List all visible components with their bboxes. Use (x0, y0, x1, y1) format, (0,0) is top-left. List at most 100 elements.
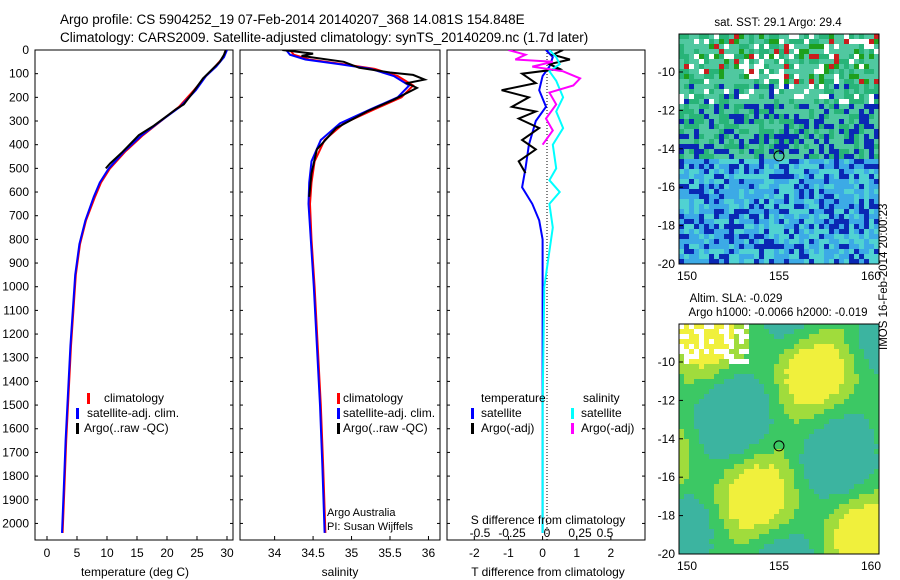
map-cell (799, 189, 805, 195)
map-cell (854, 129, 860, 135)
map-cell (684, 164, 690, 170)
map-cell (754, 169, 760, 175)
map-cell (684, 139, 690, 145)
map-cell (839, 79, 845, 85)
map-cell (794, 259, 800, 265)
map-cell (754, 149, 760, 155)
map-cell (844, 94, 850, 100)
map-cell (739, 514, 745, 520)
map-cell (804, 49, 810, 55)
map-cell (804, 179, 810, 185)
map-cell (829, 254, 835, 260)
map-cell (854, 434, 860, 440)
map-cell (854, 139, 860, 145)
map-cell (819, 434, 825, 440)
map-cell (699, 434, 705, 440)
map-cell (704, 324, 710, 330)
legend-label: climatology (343, 391, 403, 405)
map-cell (709, 69, 715, 75)
map-cell (699, 214, 705, 220)
map-cell (704, 419, 710, 425)
map-cell (714, 499, 720, 505)
map-cell (839, 344, 845, 350)
map-cell (699, 524, 705, 530)
map-cell (709, 404, 715, 410)
map-cell (704, 59, 710, 65)
map-cell (714, 479, 720, 485)
map-cell (769, 384, 775, 390)
map-cell (694, 364, 700, 370)
map-cell (679, 474, 685, 480)
map-cell (719, 374, 725, 380)
map-cell (859, 369, 865, 375)
map-cell (864, 534, 870, 540)
map-cell (819, 49, 825, 55)
map-cell (724, 214, 730, 220)
map-cell (734, 254, 740, 260)
map-cell (864, 144, 870, 150)
map-cell (744, 354, 750, 360)
map-cell (724, 484, 730, 490)
map-cell (694, 114, 700, 120)
map-cell (844, 489, 850, 495)
map-cell (689, 59, 695, 65)
map-cell (774, 129, 780, 135)
map-cell (844, 324, 850, 330)
map-cell (684, 504, 690, 510)
map-cell (854, 149, 860, 155)
map-cell (824, 119, 830, 125)
map-cell (764, 469, 770, 475)
map-cell (789, 124, 795, 130)
map-cell (824, 259, 830, 265)
map-cell (759, 149, 765, 155)
map-cell (784, 54, 790, 60)
map-cell (759, 129, 765, 135)
map-cell (704, 224, 710, 230)
map-cell (764, 234, 770, 240)
map-cell (714, 354, 720, 360)
map-cell (824, 179, 830, 185)
map-cell (829, 104, 835, 110)
map-cell (689, 244, 695, 250)
map-cell (829, 424, 835, 430)
map-cell (764, 194, 770, 200)
map-cell (834, 189, 840, 195)
map-cell (819, 89, 825, 95)
map-cell (699, 194, 705, 200)
map-cell (734, 479, 740, 485)
map-cell (714, 79, 720, 85)
map-cell (779, 424, 785, 430)
map-cell (679, 34, 685, 40)
map-cell (824, 404, 830, 410)
map-cell (829, 529, 835, 535)
map-cell (729, 254, 735, 260)
map-cell (854, 534, 860, 540)
map-cell (749, 504, 755, 510)
map-cell (729, 394, 735, 400)
map-cell (864, 64, 870, 70)
map-lon-label: 155 (769, 269, 789, 283)
map-cell (754, 74, 760, 80)
map-cell (849, 114, 855, 120)
map-cell (859, 429, 865, 435)
map-cell (839, 94, 845, 100)
map-cell (869, 434, 875, 440)
map-cell (739, 124, 745, 130)
map-cell (784, 324, 790, 330)
map-cell (714, 234, 720, 240)
map-cell (814, 119, 820, 125)
map-cell (799, 364, 805, 370)
map-cell (729, 179, 735, 185)
map-cell (834, 524, 840, 530)
map-cell (744, 44, 750, 50)
map-cell (694, 379, 700, 385)
map-cell (694, 414, 700, 420)
map-cell (699, 259, 705, 265)
map-cell (784, 409, 790, 415)
map-cell (739, 139, 745, 145)
map-cell (679, 519, 685, 525)
map-cell (824, 349, 830, 355)
map-cell (869, 399, 875, 405)
map-cell (759, 424, 765, 430)
map-cell (864, 474, 870, 480)
